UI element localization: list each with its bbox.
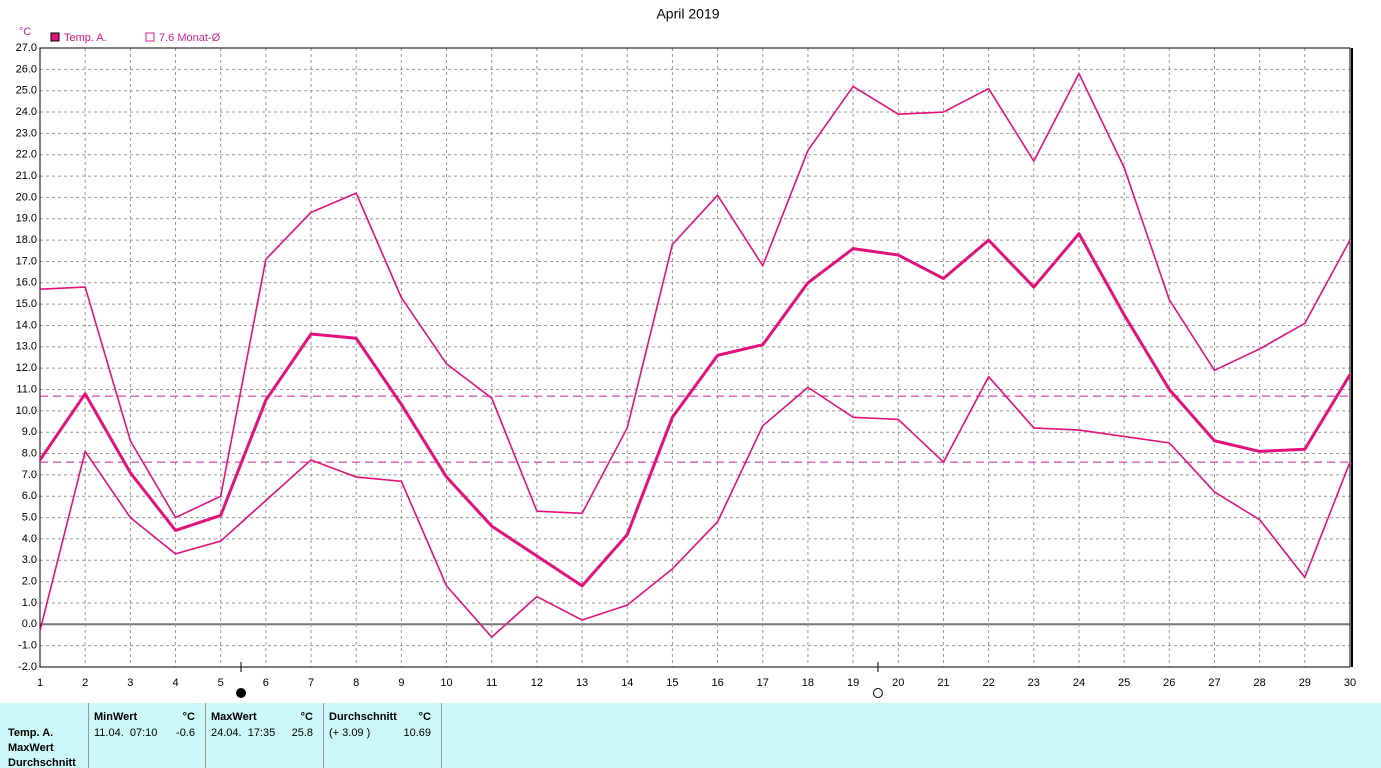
moon-phase [236, 688, 247, 698]
y-tick-label: 8.0 [22, 447, 37, 459]
x-tick-label: 4 [172, 677, 178, 689]
legend-label: Temp. A. [64, 32, 107, 44]
y-tick-label: 23.0 [16, 127, 37, 139]
y-tick-label: 22.0 [16, 149, 37, 161]
x-tick-label: 28 [1254, 677, 1266, 689]
x-tick-label: 16 [711, 677, 723, 689]
x-tick-label: 30 [1344, 677, 1356, 689]
y-tick-label: 25.0 [16, 85, 37, 97]
y-tick-label: 2.0 [22, 576, 37, 588]
x-tick-label: 5 [218, 677, 224, 689]
x-tick-label: 14 [621, 677, 633, 689]
y-tick-label: 15.0 [16, 298, 37, 310]
x-tick-label: 22 [982, 677, 994, 689]
column-title: Durchschnitt [329, 711, 397, 723]
y-tick-label: 20.0 [16, 191, 37, 203]
y-tick-label: 9.0 [22, 426, 37, 438]
y-tick-label: 1.0 [22, 597, 37, 609]
x-tick-label: 26 [1163, 677, 1175, 689]
y-tick-label: 11.0 [16, 383, 37, 395]
column-value: -0.6 [176, 727, 195, 739]
chart-title: April 2019 [656, 6, 719, 22]
series-line [39, 375, 1351, 638]
x-tick-label: 17 [757, 677, 769, 689]
y-tick-label: -1.0 [18, 640, 37, 652]
y-tick-label: 18.0 [16, 234, 37, 246]
y-tick-label: 17.0 [16, 255, 37, 267]
plot-border [39, 47, 1351, 668]
column-separator [441, 703, 442, 768]
y-tick-label: 24.0 [16, 106, 37, 118]
column-separator [205, 703, 206, 768]
x-tick-label: 7 [308, 677, 314, 689]
column-title: MinWert [94, 711, 138, 723]
column-unit: °C [182, 711, 195, 723]
column-time: 24.04. 17:35 [211, 727, 276, 739]
row-label: MaxWert [8, 742, 54, 754]
column-value: 25.8 [291, 727, 313, 739]
x-tick-label: 27 [1208, 677, 1220, 689]
y-tick-label: 5.0 [22, 511, 37, 523]
x-tick-label: 10 [440, 677, 452, 689]
y-tick-label: 13.0 [16, 341, 37, 353]
y-tick-label: 10.0 [16, 405, 37, 417]
legend-swatch [145, 32, 155, 42]
y-tick-label: 0.0 [22, 618, 37, 630]
column-title: MaxWert [211, 711, 257, 723]
column-time: (+ 3.09 ) [329, 727, 371, 739]
x-tick-label: 1 [37, 677, 43, 689]
moon-phase [872, 688, 883, 698]
x-tick-label: 9 [398, 677, 404, 689]
column-value: 10.69 [403, 727, 431, 739]
column-separator [323, 703, 324, 768]
series-line [39, 72, 1351, 519]
y-tick-label: 7.0 [22, 469, 37, 481]
y-tick-label: 26.0 [16, 63, 37, 75]
x-tick-label: 11 [486, 677, 497, 689]
y-tick-label: 27.0 [16, 42, 37, 54]
y-tick-label: 21.0 [16, 170, 37, 182]
x-tick-label: 13 [576, 677, 588, 689]
legend-swatch [50, 32, 60, 42]
column-unit: °C [300, 711, 313, 723]
x-tick-label: 24 [1073, 677, 1085, 689]
x-tick-label: 21 [937, 677, 949, 689]
y-tick-label: 19.0 [16, 213, 37, 225]
column-separator [88, 703, 89, 768]
y-tick-label: 12.0 [16, 362, 37, 374]
y-unit: °C [19, 26, 31, 38]
row-label: Durchschnitt [8, 757, 76, 768]
y-tick-label: 14.0 [16, 319, 37, 331]
y-tick-label: 4.0 [22, 533, 37, 545]
series-line [38, 232, 1352, 588]
y-tick-label: -2.0 [18, 661, 37, 673]
x-tick-label: 2 [82, 677, 88, 689]
column-unit: °C [418, 711, 431, 723]
y-tick-label: 6.0 [22, 490, 37, 502]
y-tick-label: 3.0 [22, 554, 37, 566]
x-tick-label: 23 [1028, 677, 1040, 689]
row-label: Temp. A. [8, 727, 54, 739]
x-tick-label: 15 [666, 677, 678, 689]
x-tick-label: 20 [892, 677, 904, 689]
x-tick-label: 12 [531, 677, 543, 689]
x-tick-label: 3 [127, 677, 133, 689]
legend-label: 7.6 Monat-Ø [159, 32, 221, 44]
summary-table: Temp. A. MaxWert Durchschnitt MinWert °C 11.0… [0, 703, 1381, 768]
x-tick-label: 25 [1118, 677, 1130, 689]
x-tick-label: 8 [353, 677, 359, 689]
x-tick-label: 18 [802, 677, 814, 689]
x-tick-label: 19 [847, 677, 859, 689]
x-tick-label: 6 [263, 677, 269, 689]
chart: April 2019 °C -2.0 -1.0 0.0 1.0 2.0 3.0 4.0 5.0… [16, 6, 1356, 698]
y-tick-label: 16.0 [16, 277, 37, 289]
column-time: 11.04. 07:10 [94, 727, 158, 739]
x-tick-label: 29 [1299, 677, 1311, 689]
